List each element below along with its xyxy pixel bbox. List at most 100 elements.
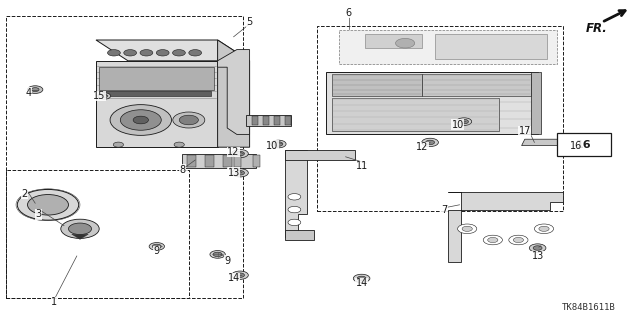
Polygon shape xyxy=(332,74,422,96)
Text: 8: 8 xyxy=(179,164,186,175)
Circle shape xyxy=(113,142,124,147)
Circle shape xyxy=(488,237,498,243)
Circle shape xyxy=(179,115,198,125)
Text: 14: 14 xyxy=(355,278,368,288)
Polygon shape xyxy=(531,72,541,134)
Circle shape xyxy=(232,149,248,158)
Circle shape xyxy=(271,140,286,148)
Circle shape xyxy=(108,50,120,56)
Polygon shape xyxy=(230,154,256,168)
Polygon shape xyxy=(448,192,563,262)
Circle shape xyxy=(232,271,248,279)
Polygon shape xyxy=(96,61,218,147)
Circle shape xyxy=(149,243,164,250)
Polygon shape xyxy=(234,155,241,167)
Text: 9: 9 xyxy=(224,256,230,266)
Polygon shape xyxy=(99,67,214,90)
Circle shape xyxy=(173,50,186,56)
Circle shape xyxy=(210,251,225,258)
Circle shape xyxy=(68,223,92,235)
Circle shape xyxy=(174,142,184,147)
Polygon shape xyxy=(435,34,547,59)
Circle shape xyxy=(456,118,472,125)
Circle shape xyxy=(396,38,415,48)
Text: 1: 1 xyxy=(51,297,58,308)
Circle shape xyxy=(236,273,244,277)
Polygon shape xyxy=(102,91,211,96)
Circle shape xyxy=(539,226,549,231)
Circle shape xyxy=(31,88,39,92)
Text: 3: 3 xyxy=(35,209,42,220)
Polygon shape xyxy=(285,150,307,237)
Text: TK84B1611B: TK84B1611B xyxy=(562,303,616,312)
Circle shape xyxy=(426,140,435,145)
Polygon shape xyxy=(274,116,280,125)
Text: 13: 13 xyxy=(227,168,240,178)
Circle shape xyxy=(529,244,546,252)
Circle shape xyxy=(152,244,161,249)
Circle shape xyxy=(140,50,153,56)
Text: FR.: FR. xyxy=(586,22,607,35)
Circle shape xyxy=(288,206,301,213)
Circle shape xyxy=(357,276,366,281)
Text: 12: 12 xyxy=(416,142,429,152)
Polygon shape xyxy=(182,154,227,168)
Circle shape xyxy=(509,235,528,245)
Text: 5: 5 xyxy=(246,17,253,28)
Circle shape xyxy=(274,142,283,146)
Polygon shape xyxy=(187,155,196,167)
Circle shape xyxy=(61,219,99,238)
Circle shape xyxy=(110,105,172,135)
Circle shape xyxy=(236,171,244,175)
Circle shape xyxy=(156,50,169,56)
FancyBboxPatch shape xyxy=(557,133,611,156)
Circle shape xyxy=(133,116,148,124)
Polygon shape xyxy=(218,40,250,147)
Circle shape xyxy=(28,86,43,93)
Circle shape xyxy=(534,224,554,234)
Polygon shape xyxy=(285,230,314,240)
Polygon shape xyxy=(223,155,232,167)
Polygon shape xyxy=(246,115,291,126)
Text: 14: 14 xyxy=(227,273,240,284)
Circle shape xyxy=(124,50,136,56)
Polygon shape xyxy=(72,234,88,239)
Polygon shape xyxy=(96,40,250,61)
Polygon shape xyxy=(326,72,538,134)
Polygon shape xyxy=(522,139,563,146)
Text: 10: 10 xyxy=(266,140,278,151)
Text: 10: 10 xyxy=(451,120,464,130)
Text: 16: 16 xyxy=(570,140,582,151)
Text: 15: 15 xyxy=(93,91,106,101)
Circle shape xyxy=(98,93,111,99)
Text: 9: 9 xyxy=(154,246,160,256)
Circle shape xyxy=(288,219,301,226)
Circle shape xyxy=(460,119,468,124)
Circle shape xyxy=(173,112,205,128)
Polygon shape xyxy=(205,155,214,167)
Circle shape xyxy=(213,252,222,257)
Circle shape xyxy=(101,94,108,98)
Circle shape xyxy=(533,246,542,250)
Text: 4: 4 xyxy=(26,88,32,98)
Polygon shape xyxy=(365,34,422,48)
Circle shape xyxy=(513,237,524,243)
Text: 17: 17 xyxy=(518,126,531,136)
Text: 16: 16 xyxy=(576,140,591,150)
Circle shape xyxy=(288,194,301,200)
Polygon shape xyxy=(285,116,291,125)
Circle shape xyxy=(236,151,244,156)
Polygon shape xyxy=(252,116,258,125)
Polygon shape xyxy=(218,50,250,134)
Circle shape xyxy=(189,50,202,56)
Polygon shape xyxy=(253,155,260,167)
Circle shape xyxy=(17,189,79,220)
Polygon shape xyxy=(285,150,355,160)
Polygon shape xyxy=(262,116,269,125)
Circle shape xyxy=(422,138,438,147)
Text: 11: 11 xyxy=(355,161,368,172)
Circle shape xyxy=(483,235,502,245)
Polygon shape xyxy=(339,30,557,64)
Text: 13: 13 xyxy=(531,251,544,261)
Circle shape xyxy=(232,169,248,177)
